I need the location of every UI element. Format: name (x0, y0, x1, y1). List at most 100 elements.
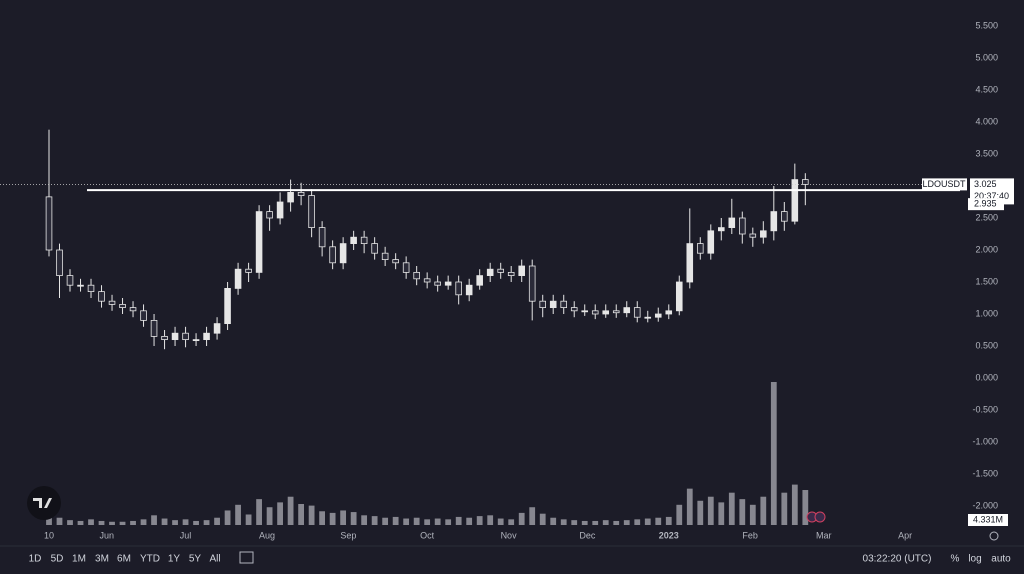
volume-bar (623, 520, 630, 525)
candle-body (486, 268, 494, 277)
volume-bar (77, 520, 84, 525)
range-button[interactable]: 1Y (168, 554, 181, 565)
range-button[interactable]: YTD (140, 554, 160, 565)
volume-bar (109, 521, 115, 525)
candle-body (781, 211, 788, 222)
y-tick-label: -1.500 (972, 468, 998, 478)
candle-body (675, 281, 683, 312)
candle-body (612, 310, 620, 314)
countdown: 20:37:40 (974, 191, 1009, 201)
range-button[interactable]: 5D (51, 554, 64, 565)
candle-body (686, 243, 694, 283)
volume-bar (67, 520, 73, 525)
range-button[interactable]: 6M (117, 554, 131, 565)
settings-icon[interactable] (989, 531, 999, 541)
y-tick-label: 5.000 (975, 52, 998, 62)
candle-body (434, 281, 441, 286)
range-button[interactable]: 5Y (189, 554, 202, 565)
candle-body (444, 281, 452, 286)
candle-body (739, 217, 746, 235)
plot-area: 5.5005.0004.5004.0003.5003.0002.5002.000… (0, 20, 1014, 540)
volume-bar (749, 504, 756, 525)
volume-bar (802, 490, 809, 525)
y-tick-label: 0.500 (975, 340, 998, 350)
candle-body (161, 336, 168, 341)
candle-body (150, 320, 158, 337)
candle-body (119, 304, 126, 309)
volume-bar (697, 500, 704, 525)
candle-body (318, 227, 326, 248)
candle-body (581, 310, 589, 313)
candle-body (371, 243, 378, 254)
x-tick-label: Jun (100, 530, 115, 540)
candle-body (602, 310, 610, 315)
candle-body (465, 284, 473, 296)
x-tick-label: Apr (898, 530, 912, 540)
volume-bar (665, 516, 672, 525)
volume-bar (424, 519, 431, 525)
candle-body (129, 307, 137, 312)
candle-body (749, 233, 757, 238)
volume-bar (119, 521, 126, 525)
symbol-tag: LDOUSDT (922, 179, 966, 189)
volume-bar (581, 520, 588, 525)
candle-body (276, 201, 284, 219)
range-button[interactable]: 1M (72, 554, 86, 565)
x-tick-label: Feb (742, 530, 758, 540)
volume-bar (613, 520, 620, 525)
volume-bar (770, 382, 777, 525)
y-tick-label: 1.000 (975, 308, 998, 318)
volume-bar (476, 516, 483, 525)
candle-body (633, 307, 641, 318)
candle-body (402, 262, 410, 273)
candle-body (423, 278, 431, 283)
volume-bar (256, 499, 262, 525)
candle-body (360, 236, 368, 245)
candle-body (476, 275, 483, 286)
y-tick-label: 2.000 (975, 244, 998, 254)
candle-body (87, 284, 95, 293)
percent-button[interactable]: % (951, 554, 960, 565)
volume-bar (214, 517, 220, 525)
candle-body (654, 313, 662, 318)
auto-button[interactable]: auto (991, 554, 1011, 565)
range-button[interactable]: 3M (95, 554, 109, 565)
candle-body (644, 316, 652, 319)
volume-bar (497, 518, 504, 525)
volume-bar (235, 504, 241, 525)
candle-body (707, 230, 715, 254)
calendar-icon[interactable] (239, 551, 254, 564)
volume-bar (361, 515, 368, 525)
volume-bar (298, 503, 304, 525)
x-tick-label: Jul (180, 530, 192, 540)
candle-body (570, 307, 578, 312)
log-button[interactable]: log (968, 554, 981, 565)
volume-bar (455, 516, 462, 525)
volume-bar (88, 519, 94, 525)
volume-bar (718, 502, 725, 525)
candle-body (98, 291, 105, 302)
volume-bar (707, 496, 714, 525)
candle-body (108, 300, 116, 305)
volume-bar (130, 520, 136, 525)
volume-bar (571, 520, 578, 525)
y-tick-label: 1.500 (975, 276, 998, 286)
candle-body (728, 217, 736, 229)
candle-body (539, 300, 547, 309)
candle-body (234, 268, 242, 289)
candle-body (770, 211, 778, 232)
x-tick-label: Aug (259, 530, 275, 540)
price-tag: 3.025 (974, 179, 997, 189)
volume-bar (161, 518, 168, 525)
symbol-tag-bg (922, 178, 967, 191)
volume-bar (287, 496, 294, 525)
logo (27, 486, 61, 520)
candle-body (665, 310, 673, 315)
range-button[interactable]: All (209, 554, 220, 565)
volume-bar (518, 512, 525, 525)
range-button[interactable]: 1D (29, 554, 42, 565)
candle-body (329, 246, 336, 264)
logo-mark (33, 498, 52, 508)
candle-body (192, 339, 200, 342)
